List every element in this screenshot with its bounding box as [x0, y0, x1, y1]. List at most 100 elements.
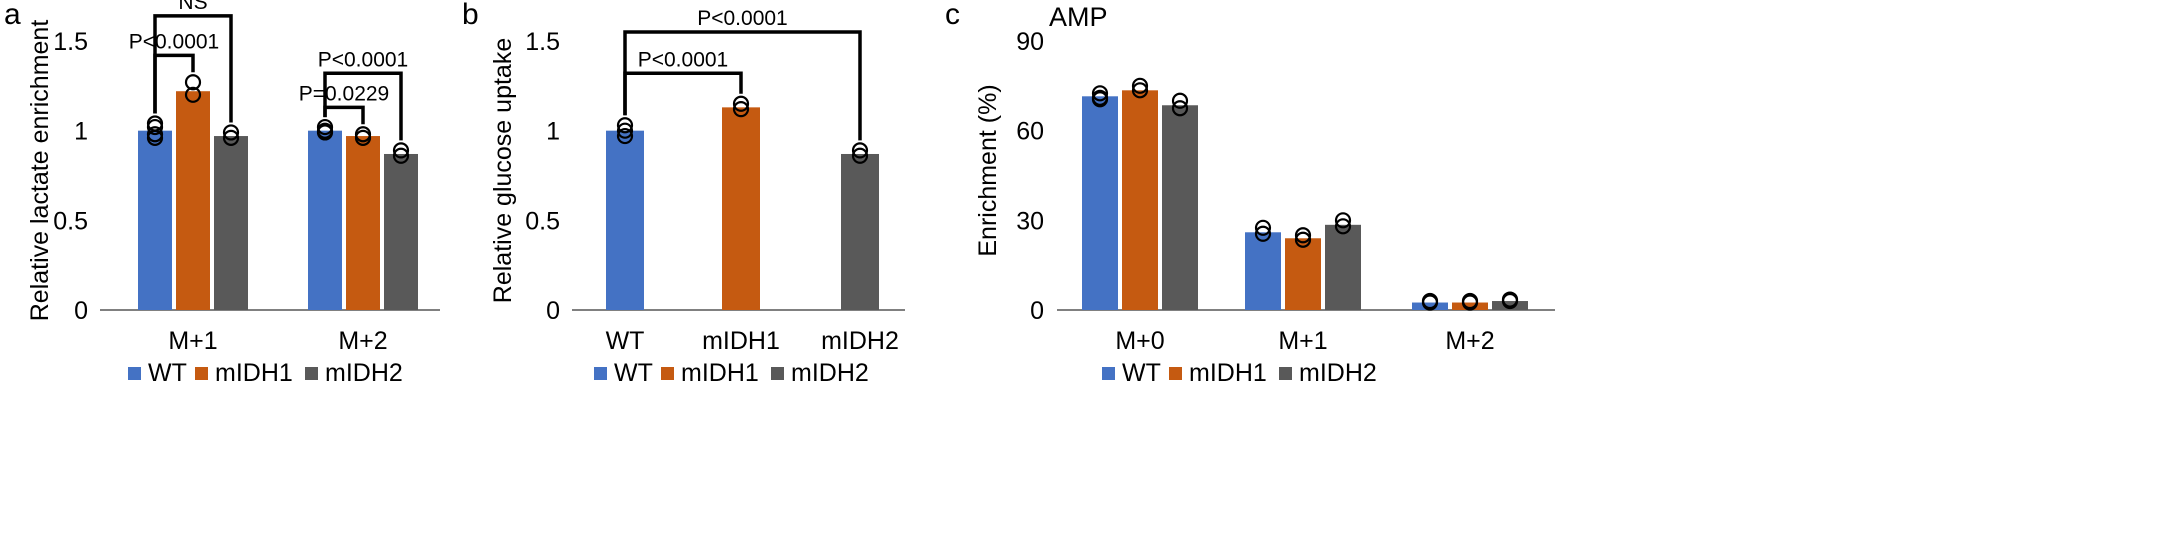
panel-b-ytick: 1.5: [525, 28, 560, 56]
bar-c-mIDH1-M+0: [1122, 90, 1158, 310]
legend-label-a: mIDH2: [325, 359, 403, 387]
panel-c-ytick: 0: [1030, 297, 1044, 325]
legend-label-c: mIDH1: [1189, 359, 1267, 387]
legend-label-a: mIDH1: [215, 359, 293, 387]
point-c-WT-M+2: [1421, 294, 1439, 311]
bar-b-WT-WT: [606, 130, 644, 310]
point-b-WT-WT: [616, 122, 634, 139]
legend-swatch-b-mIDH2: [771, 367, 784, 380]
legend-swatch-a-WT: [128, 367, 141, 380]
legend-label-c: WT: [1122, 359, 1161, 387]
point-a-mIDH2-M+2: [392, 147, 410, 164]
point-c-WT-M+1: [1254, 219, 1272, 236]
legend-label-c: mIDH2: [1299, 359, 1377, 387]
panel-c-xtick: M+0: [1115, 327, 1164, 355]
point-b-mIDH1-mIDH1: [732, 101, 750, 118]
significance-label-a: P=0.0229: [299, 82, 390, 105]
panel-b-xtick: mIDH1: [702, 327, 780, 355]
bar-c-WT-M+2: [1412, 302, 1448, 310]
panel-a-xtick: M+1: [168, 327, 217, 355]
panel-a-ytick: 1.5: [53, 28, 88, 56]
legend-label-b: mIDH2: [791, 359, 869, 387]
point-c-WT-M+0: [1091, 85, 1109, 102]
panel-c-ylabel: Enrichment (%): [974, 84, 1002, 256]
bar-b-mIDH2-mIDH2: [841, 153, 879, 310]
bar-a-WT-M+1: [138, 130, 172, 310]
significance-label-a: P<0.0001: [129, 30, 220, 53]
point-a-WT-M+1: [146, 129, 164, 146]
panel-letter-b: b: [462, 0, 479, 31]
point-a-mIDH2-M+1: [222, 129, 240, 146]
point-c-mIDH2-M+2: [1501, 292, 1519, 310]
legend-swatch-c-WT: [1102, 367, 1115, 380]
point-a-mIDH1-M+1: [184, 74, 202, 91]
bar-a-mIDH1-M+2: [346, 136, 380, 310]
point-c-WT-M+1: [1254, 225, 1272, 242]
panel-a-ytick: 0: [74, 297, 88, 325]
panel-b-ytick: 1: [546, 118, 560, 146]
point-b-WT-WT: [616, 127, 634, 145]
bar-a-WT-M+2: [308, 130, 342, 310]
panel-c-xtick: M+2: [1445, 327, 1494, 355]
legend-swatch-b-mIDH1: [661, 367, 674, 380]
bar-a-mIDH2-M+1: [214, 136, 248, 310]
bar-c-mIDH1-M+1: [1285, 238, 1321, 310]
point-a-WT-M+1: [146, 118, 164, 136]
panel-a-ytick: 0.5: [53, 207, 88, 235]
panel-b-xtick: WT: [606, 327, 645, 355]
panel-c-ytick: 60: [1016, 118, 1044, 146]
point-c-mIDH1-M+0: [1131, 82, 1149, 99]
point-a-WT-M+2: [316, 124, 334, 141]
point-c-WT-M+0: [1091, 91, 1109, 108]
significance-bracket-b: [623, 71, 743, 116]
panel-c-ytick: 30: [1016, 207, 1044, 235]
panel-letter-a: a: [4, 0, 21, 31]
bar-c-mIDH1-M+2: [1452, 302, 1488, 310]
bar-a-mIDH1-M+1: [176, 91, 210, 310]
bar-a-mIDH2-M+2: [384, 153, 418, 310]
significance-bracket-a: [323, 105, 365, 125]
legend-label-a: WT: [148, 359, 187, 387]
point-c-mIDH2-M+0: [1171, 92, 1189, 109]
panel-b-xtick: mIDH2: [821, 327, 899, 355]
bar-c-WT-M+1: [1245, 232, 1281, 310]
panel-b-ylabel: Relative glucose uptake: [489, 38, 517, 303]
panel-b-ytick: 0.5: [525, 207, 560, 235]
bar-b-mIDH1-mIDH1: [722, 107, 760, 310]
bar-c-WT-M+0: [1082, 96, 1118, 311]
legend-swatch-c-mIDH1: [1169, 367, 1182, 380]
point-c-mIDH1-M+2: [1461, 294, 1479, 311]
panel-c-xtick: M+1: [1278, 327, 1327, 355]
panel-b-ytick: 0: [546, 297, 560, 325]
point-a-mIDH1-M+2: [354, 129, 372, 146]
legend-swatch-a-mIDH1: [195, 367, 208, 380]
point-c-mIDH2-M+0: [1171, 100, 1189, 117]
significance-bracket-a: [323, 71, 403, 141]
significance-label-a: NS: [178, 0, 207, 14]
point-c-mIDH1-M+0: [1131, 77, 1149, 94]
panel-a-xtick: M+2: [338, 327, 387, 355]
point-c-mIDH1-M+1: [1294, 227, 1312, 244]
panel-letter-c: c: [945, 0, 960, 31]
point-c-mIDH2-M+1: [1334, 218, 1352, 235]
bar-c-mIDH2-M+0: [1162, 105, 1198, 310]
point-b-mIDH1-mIDH1: [732, 95, 750, 112]
panel-c-ytick: 90: [1016, 28, 1044, 56]
panel-c-title: AMP: [1049, 2, 1108, 32]
point-c-mIDH1-M+1: [1294, 231, 1312, 248]
point-a-mIDH2-M+2: [392, 142, 410, 159]
significance-label-a: P<0.0001: [318, 48, 409, 71]
significance-bracket-a: [153, 53, 195, 114]
point-a-mIDH1-M+1: [184, 86, 202, 103]
point-a-mIDH2-M+1: [222, 124, 240, 141]
point-b-WT-WT: [616, 117, 634, 134]
panel-a-ytick: 1: [74, 118, 88, 146]
panel-a-ylabel: Relative lactate enrichment: [26, 20, 54, 322]
significance-label-b: P<0.0001: [697, 7, 788, 30]
legend-label-b: mIDH1: [681, 359, 759, 387]
legend-label-b: WT: [614, 359, 653, 387]
point-b-mIDH2-mIDH2: [851, 142, 869, 159]
legend-swatch-c-mIDH2: [1279, 367, 1292, 380]
legend-swatch-b-WT: [594, 367, 607, 380]
